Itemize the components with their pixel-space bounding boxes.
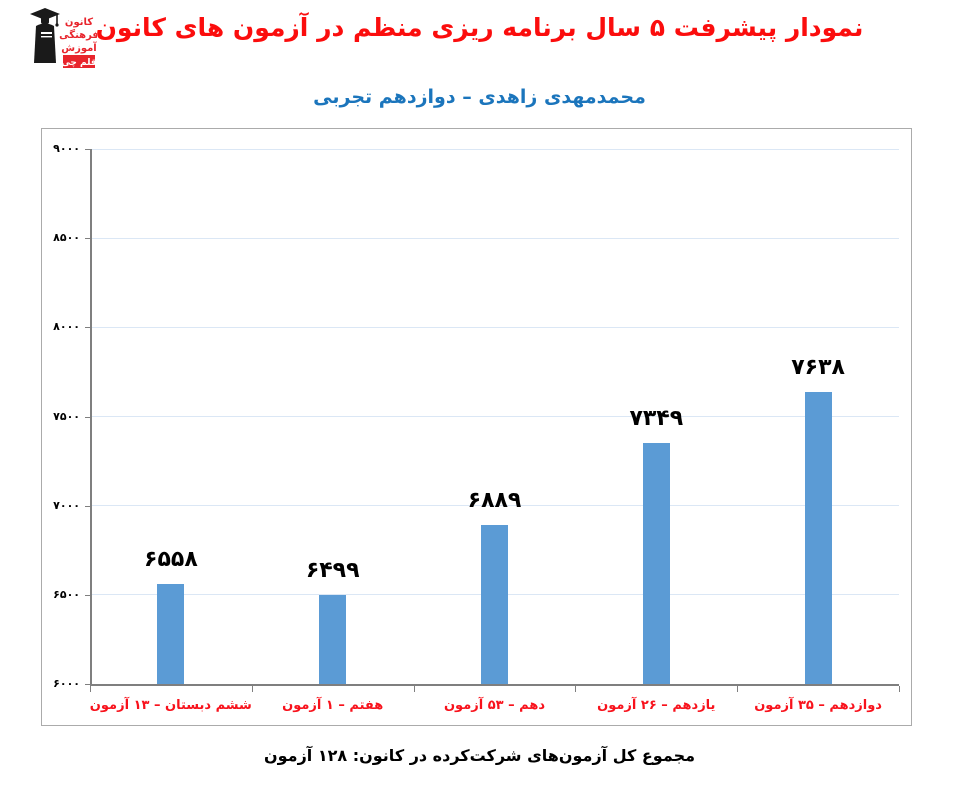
bar-value-label: ۶۵۵۸ [144,547,198,573]
x-axis-tick [251,686,253,692]
bar-value-label: ۷۳۴۹ [629,406,684,432]
chart-subtitle: محمدمهدی زاهدی – دوازدهم تجربی [313,86,646,108]
y-axis-label: ۶۰۰۰ [53,677,80,690]
y-axis-label: ۸۰۰۰ [53,320,80,334]
bar [804,391,832,684]
x-axis-category-label: هفتم – ۱ آزمون [282,698,384,713]
y-axis-label: ۷۰۰۰ [53,498,80,512]
x-axis-category-label: ششم دبستان – ۱۳ آزمون [89,698,252,713]
y-axis-label: ۸۵۰۰ [53,231,80,245]
graduate-icon [30,8,60,63]
x-axis-category-label: دهم – ۵۳ آزمون [443,698,546,713]
gridline [90,237,899,239]
x-axis-tick [575,686,577,692]
bar [157,584,185,684]
x-axis-tick [899,686,900,692]
y-axis-tick [85,327,90,329]
gridline [90,326,899,328]
total-exams-caption: مجموع کل آزمون‌های شرکت‌کرده در کانون: ۱… [263,746,695,765]
x-axis-line [90,684,899,686]
chart-title: نمودار پیشرفت ۵ سال برنامه ریزی منظم در … [95,13,864,42]
chart-container: ۶۰۰۰ ۶۵۰۰ ۷۰۰۰ ۷۵۰۰ ۸۰۰۰ ۸۵۰۰ ۹۰۰۰ ۶۵۵۸ ششم دبست… [41,128,912,726]
gridline [90,148,899,150]
y-axis-label: ۹۰۰۰ [53,142,80,155]
bar [319,595,347,684]
logo-badge-box [63,55,95,68]
y-axis-label: ۷۵۰۰ [53,409,80,423]
y-axis-tick [85,416,90,418]
y-axis-label: ۶۵۰۰ [53,587,80,601]
bar-value-label: ۷۶۳۸ [791,354,845,380]
x-axis-tick [90,686,91,692]
y-axis-tick [85,684,90,685]
logo-line-3: آموزش [61,41,97,54]
y-axis-tick [85,149,90,150]
bar [642,443,670,684]
logo-line-1: کانون [65,17,93,28]
y-axis-line [90,149,92,686]
logo-badge-text: قلم چی [61,58,96,68]
bar [481,525,508,684]
logo-wordmark: کانون فرهنگی آموزش قلم چی [59,17,97,68]
gridline [90,505,899,507]
kanoon-logo: کانون فرهنگی آموزش قلم چی [30,8,97,68]
x-axis-category-label: دوازدهم – ۳۵ آزمون [754,698,882,713]
x-axis-tick [413,686,415,692]
y-axis-tick [85,238,90,240]
y-axis-tick [85,594,90,596]
y-axis-tick [85,505,90,507]
logo-line-2: فرهنگی [59,28,97,41]
x-axis-tick [737,686,739,692]
bar-value-label: ۶۸۸۹ [467,488,522,514]
bar-value-label: ۶۴۹۹ [305,558,360,583]
gridline [90,416,899,417]
x-axis-category-label: یازدهم – ۲۶ آزمون [597,698,716,713]
